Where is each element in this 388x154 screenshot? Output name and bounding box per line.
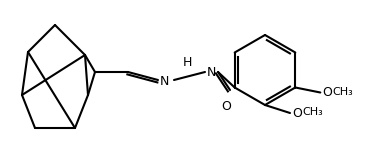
Text: CH₃: CH₃ [332,87,353,97]
Text: H: H [182,55,192,69]
Text: O: O [322,86,332,99]
Text: N: N [160,75,170,87]
Text: O: O [292,107,302,120]
Text: O: O [221,100,231,113]
Text: N: N [207,65,217,79]
Text: CH₃: CH₃ [302,107,323,117]
